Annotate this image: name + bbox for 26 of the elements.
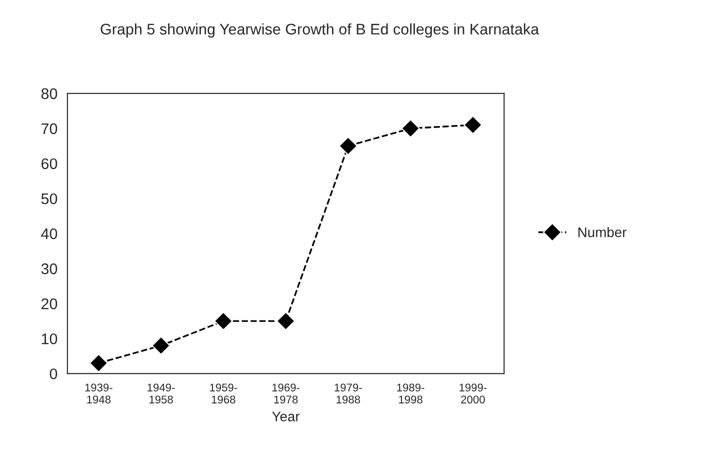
point — [276, 312, 296, 330]
y-tick-label: 0 — [50, 368, 58, 380]
legend-label: Number — [578, 227, 626, 238]
chart-title: Graph 5 showing Yearwise Growth of B Ed colleges in Karnataka — [100, 23, 540, 38]
x-tick-label: 1939- 1948 — [85, 384, 112, 404]
y-tick-label: 70 — [42, 123, 58, 134]
x-tick-label: 1979- 1988 — [334, 384, 362, 404]
x-tick-label: 1959- 1968 — [210, 384, 238, 404]
point — [214, 312, 233, 330]
x-tick-label: 1999- 2000 — [460, 384, 487, 404]
y-tick-label: 60 — [42, 158, 58, 170]
x-axis-title: Year — [272, 412, 300, 422]
x-tick-label: 1949- 1958 — [148, 384, 175, 404]
y-tick-label: 40 — [41, 228, 58, 240]
y-tick-label: 20 — [42, 298, 58, 310]
x-tick-label: 1989- 1998 — [397, 384, 424, 404]
x-tick-label: 1969- 1978 — [272, 384, 300, 404]
point — [152, 336, 170, 355]
point — [464, 116, 482, 134]
y-tick-label: 30 — [41, 263, 58, 274]
point — [338, 136, 358, 156]
y-tick-label: 80 — [41, 88, 58, 100]
point — [89, 354, 108, 372]
y-tick-label: 50 — [41, 193, 58, 204]
y-tick-label: 10 — [42, 333, 58, 344]
point — [401, 119, 420, 138]
